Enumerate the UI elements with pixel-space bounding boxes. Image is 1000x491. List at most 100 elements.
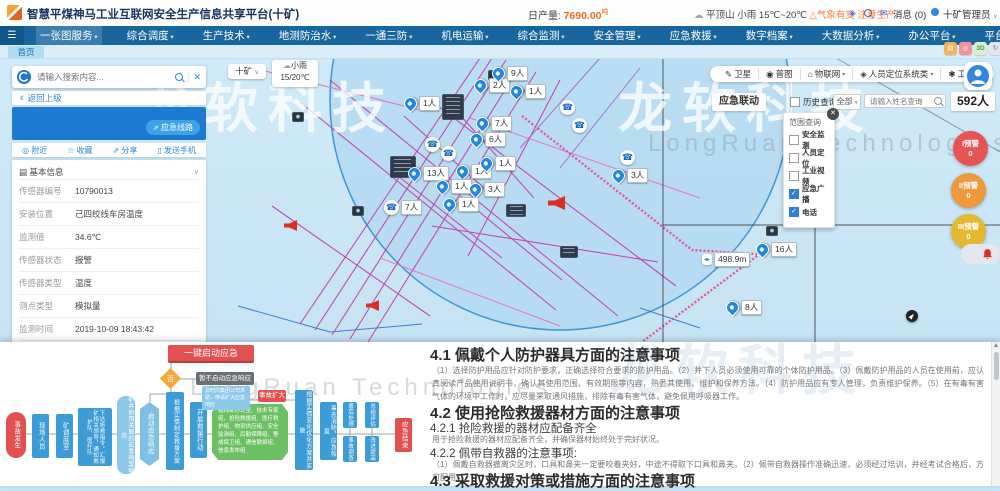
person-marker[interactable]: 1人 bbox=[477, 154, 517, 173]
alert-badge-level2[interactable]: II预警 0 bbox=[951, 173, 986, 208]
range-option-safety[interactable]: 安全监测 bbox=[789, 130, 829, 150]
distance-measure[interactable]: ◂▸ 498.9m bbox=[702, 252, 751, 267]
checkbox-icon[interactable] bbox=[789, 189, 799, 199]
speaker-icon[interactable] bbox=[284, 220, 297, 231]
compass-icon[interactable] bbox=[906, 310, 918, 322]
nav-item-rescue[interactable]: 应急救援 bbox=[666, 26, 721, 45]
alarm-bell-button[interactable] bbox=[961, 244, 1000, 264]
range-option-personnel[interactable]: 人员定位 bbox=[789, 148, 829, 168]
checkbox-icon[interactable] bbox=[789, 135, 799, 145]
share-button[interactable]: ⇗ 分享 bbox=[112, 145, 138, 155]
close-icon[interactable]: ✕ bbox=[193, 71, 201, 82]
positioning-system-dropdown[interactable]: ◈ 人员定位系统类 bbox=[853, 68, 942, 80]
person-marker[interactable]: 3人 bbox=[466, 180, 506, 199]
marker-button[interactable]: ◎ bbox=[959, 42, 972, 55]
search-icon[interactable] bbox=[864, 9, 872, 20]
plain-map-button[interactable]: ◉ 普图 bbox=[759, 68, 801, 80]
emergency-route-button[interactable]: ⇗ 应急线路 bbox=[145, 120, 200, 135]
speaker-icon[interactable] bbox=[366, 300, 379, 311]
search-input[interactable] bbox=[35, 71, 175, 83]
nav-item-ops[interactable]: 平台运维 bbox=[980, 26, 1000, 45]
refresh-button[interactable]: ↻ bbox=[989, 42, 1000, 55]
name-search-box[interactable] bbox=[864, 94, 946, 108]
person-marker[interactable]: 7人 bbox=[473, 114, 513, 133]
person-marker[interactable]: 1人 bbox=[507, 82, 547, 101]
person-marker[interactable]: 1人 bbox=[401, 94, 441, 113]
nav-item-office[interactable]: 办公平台 bbox=[904, 26, 959, 45]
person-marker[interactable]: 8人 bbox=[723, 298, 763, 317]
nav-item-electromech[interactable]: 机电运输 bbox=[437, 26, 492, 45]
search-icon[interactable] bbox=[934, 97, 942, 105]
phone-icon[interactable]: ☎ bbox=[425, 137, 440, 152]
camera-icon[interactable] bbox=[292, 112, 304, 122]
person-pin-icon bbox=[473, 114, 492, 133]
nav-item-monitoring[interactable]: 综合监测 bbox=[513, 26, 568, 45]
phone-icon[interactable]: ☎ bbox=[620, 150, 635, 165]
person-marker[interactable]: ☎ 7人 bbox=[384, 200, 423, 215]
bottom-panel: 龙软科技 LongRuan Technologies 一键启动应急 否 暂不启动… bbox=[0, 341, 1000, 490]
range-option-broadcast[interactable]: 应急广播 bbox=[789, 184, 829, 204]
rail-lines bbox=[521, 115, 758, 342]
nav-item-safety[interactable]: 安全管理 bbox=[590, 26, 645, 45]
phone-icon[interactable]: ☎ bbox=[560, 100, 575, 115]
location-pin-icon[interactable]: ◈ bbox=[849, 8, 856, 18]
checkbox-icon[interactable] bbox=[789, 207, 799, 217]
person-marker[interactable]: 16人 bbox=[753, 240, 797, 259]
flow-node: 总结评估 bbox=[365, 402, 379, 428]
scrollbar[interactable] bbox=[991, 342, 1000, 486]
basic-info-header[interactable]: ▤ 基本信息 ∨ bbox=[19, 165, 199, 180]
phone-icon[interactable]: ☎ bbox=[572, 118, 587, 133]
satellite-mode-button[interactable]: ✎ 卫星 bbox=[718, 68, 760, 80]
person-marker[interactable]: 13人 bbox=[405, 164, 449, 183]
search-bar[interactable]: | ✕ bbox=[12, 66, 206, 88]
scrollbar-thumb[interactable] bbox=[993, 352, 999, 380]
filter-all-select[interactable]: 全部 ▾ bbox=[833, 94, 861, 110]
range-query-title: 范围查询 bbox=[789, 118, 821, 127]
user-menu[interactable]: 十矿管理员 ∨ bbox=[943, 10, 998, 21]
person-marker[interactable]: 1人 bbox=[440, 195, 480, 214]
layer-button[interactable]: ▤ bbox=[944, 42, 957, 55]
favorite-button[interactable]: ☆ 收藏 bbox=[67, 145, 93, 155]
search-icon[interactable] bbox=[174, 73, 183, 81]
one-key-emergency-button[interactable]: 一键启动应急 bbox=[168, 345, 254, 361]
mine-selector[interactable]: 十矿 ∨ bbox=[228, 64, 266, 79]
back-link[interactable]: ‹ 返回上级 bbox=[12, 91, 206, 105]
phone-icon[interactable]: ☎ bbox=[441, 146, 456, 161]
nav-item-geology[interactable]: 地测防治水 bbox=[275, 26, 341, 45]
person-pin-icon bbox=[466, 180, 485, 199]
send-to-phone-button[interactable]: ▯ 发送手机 bbox=[157, 145, 196, 155]
camera-icon[interactable] bbox=[766, 226, 778, 236]
close-icon[interactable]: ✕ bbox=[827, 108, 839, 120]
person-marker[interactable]: 6人 bbox=[467, 130, 507, 149]
menu-icon[interactable]: ☰ bbox=[0, 26, 24, 45]
checkbox-icon[interactable] bbox=[789, 153, 799, 163]
nav-item-dispatch[interactable]: 综合调度 bbox=[123, 26, 178, 45]
camera-icon[interactable] bbox=[352, 206, 364, 216]
checkbox-icon[interactable] bbox=[790, 97, 800, 107]
user-avatar[interactable] bbox=[964, 62, 992, 90]
range-option-video[interactable]: 工业视频 bbox=[789, 166, 829, 186]
person-marker[interactable]: 1人 bbox=[433, 177, 473, 196]
nearby-button[interactable]: ◎ 附近 bbox=[21, 145, 48, 155]
people-count-badge[interactable]: 592人 bbox=[951, 92, 995, 111]
alert-badge-level3[interactable]: III预警 0 bbox=[951, 214, 986, 249]
tab-home[interactable]: 首页 bbox=[8, 46, 44, 58]
name-search-input[interactable] bbox=[868, 95, 934, 107]
range-option-phone[interactable]: 电话 bbox=[789, 203, 829, 221]
person-marker[interactable]: 9人 bbox=[489, 64, 529, 83]
iot-dropdown[interactable]: ⌂ 物联网 bbox=[801, 68, 854, 80]
message-icon[interactable]: ✉ bbox=[880, 8, 888, 18]
checkbox-icon[interactable] bbox=[789, 171, 799, 181]
person-marker[interactable]: 3人 bbox=[609, 166, 649, 185]
history-query-toggle[interactable]: 历史查询 bbox=[790, 96, 837, 108]
messages-label[interactable]: 消息 (0) bbox=[893, 10, 927, 21]
nav-item-archives[interactable]: 数字档案 bbox=[742, 26, 797, 45]
pencil-icon: ✎ bbox=[725, 68, 733, 79]
scroll-up-icon[interactable] bbox=[994, 343, 998, 347]
nav-item-ventilation[interactable]: 一通三防 bbox=[361, 26, 416, 45]
3d-button[interactable]: 3D bbox=[974, 42, 987, 55]
alert-badge-level1[interactable]: I预警 0 bbox=[953, 131, 988, 166]
nav-item-production[interactable]: 生产技术 bbox=[199, 26, 254, 45]
nav-item-bigdata[interactable]: 大数据分析 bbox=[818, 26, 884, 45]
nav-item-map-service[interactable]: 一张图服务 bbox=[36, 26, 102, 45]
